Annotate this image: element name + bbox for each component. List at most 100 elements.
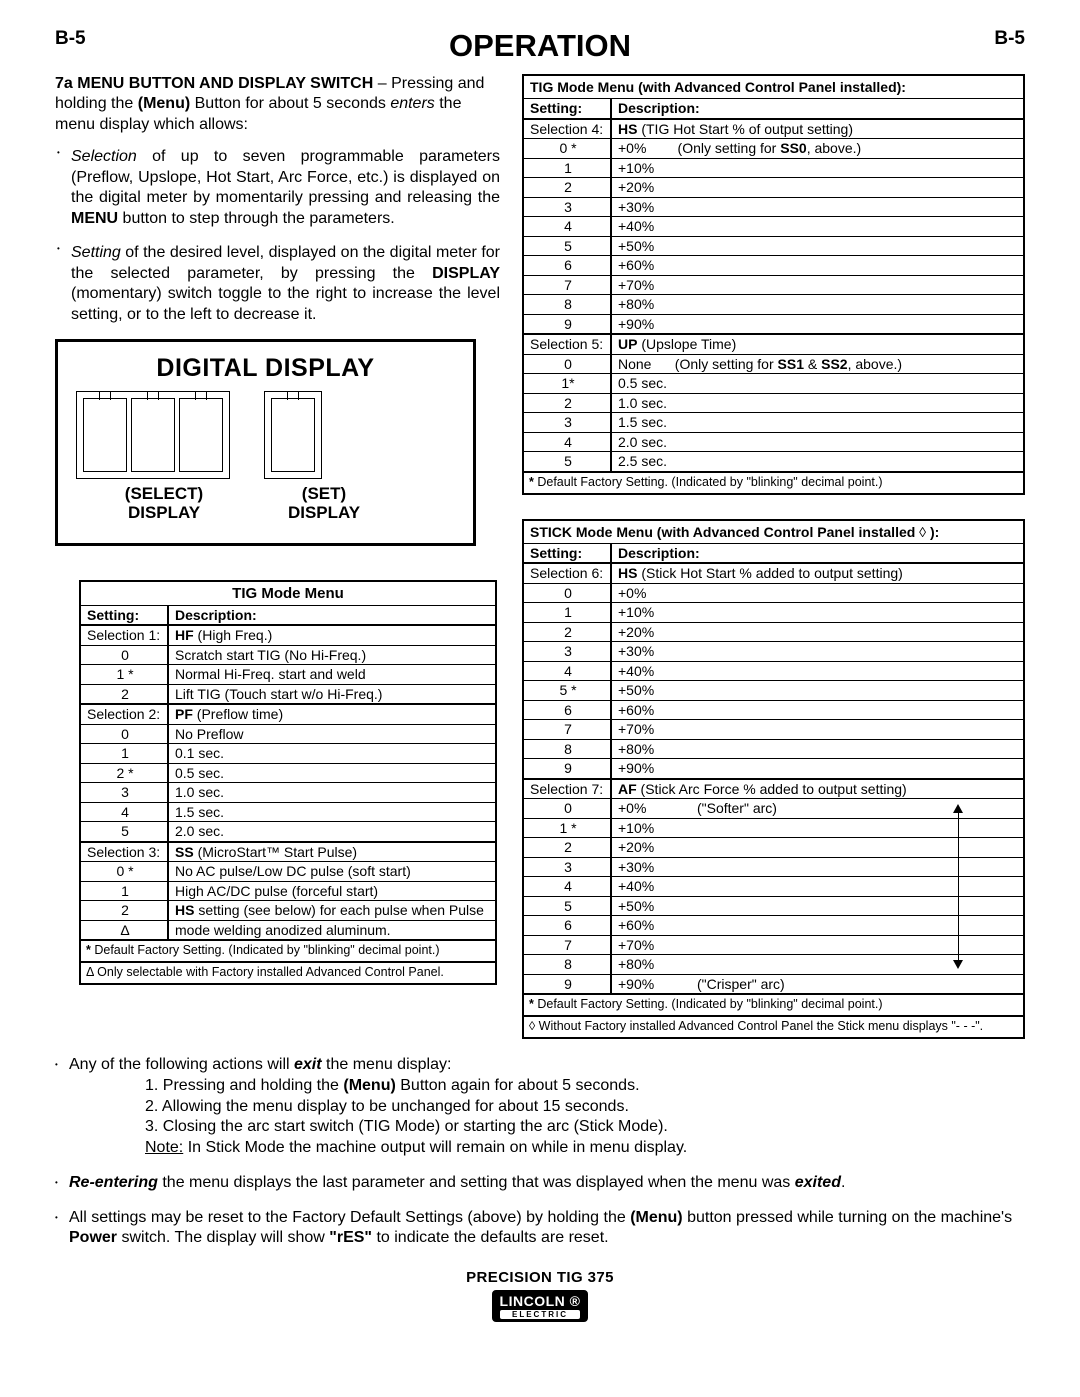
intro-bullets: Selection of up to seven programmable pa… — [55, 147, 500, 229]
table3-col2: Description: — [611, 543, 1024, 563]
table2-row: 6+60% — [523, 256, 1024, 276]
setting-cell: 5 — [523, 236, 611, 256]
description-cell: +30% — [611, 197, 1024, 217]
table3-row: 7+70% — [523, 720, 1024, 740]
description-cell: +50% — [611, 236, 1024, 256]
setting-cell: 0 * — [80, 862, 168, 882]
setting-cell: 8 — [523, 739, 611, 759]
table3-row: 7+70% — [523, 935, 1024, 955]
description-cell: HS (TIG Hot Start % of output setting) — [611, 119, 1024, 139]
description-cell: +40% — [611, 877, 1024, 897]
table3-row: 9+90% — [523, 759, 1024, 779]
table1-row: 1High AC/DC pulse (forceful start) — [80, 881, 496, 901]
description-cell: +10% — [611, 818, 1024, 838]
table1-row: 2HS setting (see below) for each pulse w… — [80, 901, 496, 921]
description-cell: HF (High Freq.) — [168, 625, 496, 645]
description-cell: +70% — [611, 720, 1024, 740]
table2-row: 1*0.5 sec. — [523, 374, 1024, 394]
table2-row: 0 *+0% (Only setting for SS0, above.) — [523, 139, 1024, 159]
description-cell: +60% — [611, 700, 1024, 720]
table1-row: 52.0 sec. — [80, 822, 496, 842]
description-cell: +90% ("Crisper" arc) — [611, 974, 1024, 994]
setting-cell: 2 — [80, 901, 168, 921]
exit-actions-note: • Any of the following actions will exit… — [55, 1055, 1025, 1159]
description-cell: Normal Hi-Freq. start and weld — [168, 665, 496, 685]
description-cell: 1.0 sec. — [611, 393, 1024, 413]
table2-row: 21.0 sec. — [523, 393, 1024, 413]
setting-cell: Selection 3: — [80, 842, 168, 862]
setting-cell: Selection 6: — [523, 563, 611, 583]
table3-caption: STICK Mode Menu (with Advanced Control P… — [523, 520, 1024, 544]
setting-cell: 1 * — [80, 665, 168, 685]
setting-cell: 2 — [523, 838, 611, 858]
table2-footnote1: * Default Factory Setting. (Indicated by… — [523, 472, 1024, 494]
table3-footnote1: * Default Factory Setting. (Indicated by… — [523, 994, 1024, 1016]
setting-cell: 2 — [523, 622, 611, 642]
reset-note: • All settings may be reset to the Facto… — [55, 1208, 1025, 1250]
table3-footnote2: ◊ Without Factory installed Advanced Con… — [523, 1016, 1024, 1038]
table3-row: 1+10% — [523, 603, 1024, 623]
setting-cell: 7 — [523, 275, 611, 295]
table3-row: Selection 6:HS (Stick Hot Start % added … — [523, 563, 1024, 583]
setting-cell: 2 — [523, 178, 611, 198]
intro-heading: 7a MENU BUTTON AND DISPLAY SWITCH — [55, 75, 373, 92]
digital-display-diagram: DIGITAL DISPLAY — [55, 339, 500, 545]
setting-cell: Δ — [80, 920, 168, 940]
description-cell: AF (Stick Arc Force % added to output se… — [611, 779, 1024, 799]
exit-action-note: Note: In Stick Mode the machine output w… — [145, 1138, 1025, 1159]
table1-row: 10.1 sec. — [80, 744, 496, 764]
setting-cell: Selection 7: — [523, 779, 611, 799]
table3-row: 2+20% — [523, 838, 1024, 858]
table1-footnote1: * Default Factory Setting. (Indicated by… — [80, 940, 496, 962]
setting-cell: 0 — [523, 799, 611, 819]
table1-row: 31.0 sec. — [80, 783, 496, 803]
table1-row: 41.5 sec. — [80, 802, 496, 822]
description-cell: +80% — [611, 295, 1024, 315]
description-cell: +70% — [611, 935, 1024, 955]
setting-cell: 1 — [523, 158, 611, 178]
bullet-setting: Setting of the desired level, displayed … — [71, 243, 500, 325]
table2-caption: TIG Mode Menu (with Advanced Control Pan… — [523, 75, 1024, 99]
table1-caption: TIG Mode Menu — [80, 581, 496, 606]
table3-row: 3+30% — [523, 857, 1024, 877]
set-display-box — [264, 391, 322, 479]
description-cell: Lift TIG (Touch start w/o Hi-Freq.) — [168, 684, 496, 704]
tig-advanced-menu-table: TIG Mode Menu (with Advanced Control Pan… — [522, 74, 1025, 495]
setting-cell: 6 — [523, 256, 611, 276]
description-cell: +40% — [611, 661, 1024, 681]
table1-row: 1 *Normal Hi-Freq. start and weld — [80, 665, 496, 685]
table3-row: 3+30% — [523, 642, 1024, 662]
setting-cell: 5 — [523, 452, 611, 472]
description-cell: None (Only setting for SS1 & SS2, above.… — [611, 354, 1024, 374]
exit-action-2: 2. Allowing the menu display to be uncha… — [145, 1097, 1025, 1118]
setting-cell: 3 — [523, 413, 611, 433]
setting-cell: 0 — [80, 645, 168, 665]
arrow-line — [958, 809, 959, 961]
description-cell: SS (MicroStart™ Start Pulse) — [168, 842, 496, 862]
setting-cell: 4 — [523, 432, 611, 452]
table1-col2: Description: — [168, 605, 496, 625]
setting-cell: 4 — [523, 661, 611, 681]
description-cell: +10% — [611, 158, 1024, 178]
table2-row: 5+50% — [523, 236, 1024, 256]
table3-row: 5 *+50% — [523, 681, 1024, 701]
table3-row: 6+60% — [523, 916, 1024, 936]
table1-row: 2 *0.5 sec. — [80, 763, 496, 783]
table2-col1: Setting: — [523, 99, 611, 119]
setting-cell: 0 * — [523, 139, 611, 159]
description-cell: Scratch start TIG (No Hi-Freq.) — [168, 645, 496, 665]
description-cell: +90% — [611, 314, 1024, 334]
table3-row: 4+40% — [523, 661, 1024, 681]
reentering-note: • Re-entering the menu displays the last… — [55, 1173, 1025, 1194]
setting-cell: 1 — [80, 881, 168, 901]
table1-row: 0Scratch start TIG (No Hi-Freq.) — [80, 645, 496, 665]
description-cell: 1.5 sec. — [611, 413, 1024, 433]
setting-cell: Selection 2: — [80, 704, 168, 724]
page-number-left: B-5 — [55, 28, 86, 50]
setting-cell: 2 * — [80, 763, 168, 783]
setting-cell: 5 * — [523, 681, 611, 701]
description-cell: +20% — [611, 622, 1024, 642]
bullet-selection: Selection of up to seven programmable pa… — [71, 147, 500, 229]
description-cell: +30% — [611, 857, 1024, 877]
description-cell: 0.5 sec. — [168, 763, 496, 783]
